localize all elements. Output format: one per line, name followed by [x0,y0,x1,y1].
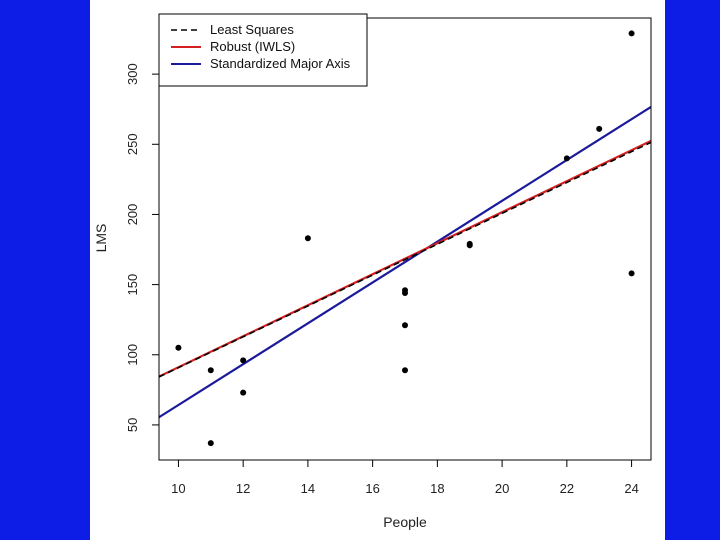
data-point [596,125,603,132]
legend-label-robust: Robust (IWLS) [210,39,295,54]
data-point [175,344,182,351]
y-axis-label: LMS [93,224,109,253]
data-point [466,242,473,249]
x-tick-label: 18 [430,481,444,496]
data-point [628,30,635,37]
y-tick-label: 50 [125,418,140,432]
legend-box [158,13,368,87]
data-point [240,389,247,396]
legend-label-sma: Standardized Major Axis [210,56,351,71]
data-point [240,357,247,364]
x-tick-label: 14 [301,481,315,496]
y-axis: 50 100 150 200 250 300 [125,63,159,432]
line-least-squares [159,141,651,378]
x-tick-label: 24 [624,481,638,496]
y-tick-label: 200 [125,204,140,226]
chart-panel: 10 12 14 16 18 20 22 24 50 100 150 200 250 300 Peopl… [90,0,665,540]
x-tick-label: 12 [236,481,250,496]
x-axis: 10 12 14 16 18 20 22 24 [171,460,639,496]
y-tick-label: 100 [125,344,140,366]
x-tick-label: 10 [171,481,185,496]
y-tick-label: 300 [125,63,140,85]
scatter-chart: 10 12 14 16 18 20 22 24 50 100 150 200 250 300 Peopl… [93,13,652,530]
data-point [402,367,408,374]
data-point [563,155,570,162]
x-axis-label: People [383,514,427,530]
x-tick-label: 20 [495,481,509,496]
plot-frame [158,17,652,461]
data-point [304,235,311,242]
data-point [402,322,408,329]
x-tick-label: 16 [365,481,379,496]
data-point [402,290,408,297]
data-points [175,30,635,447]
y-tick-label: 250 [125,133,140,155]
legend: Least Squares Robust (IWLS) Standardized… [158,13,368,87]
y-tick-label: 150 [125,274,140,296]
data-point [628,270,635,277]
legend-label-least-squares: Least Squares [210,22,294,37]
data-point [207,440,214,447]
data-point [207,367,214,374]
x-tick-label: 22 [560,481,574,496]
